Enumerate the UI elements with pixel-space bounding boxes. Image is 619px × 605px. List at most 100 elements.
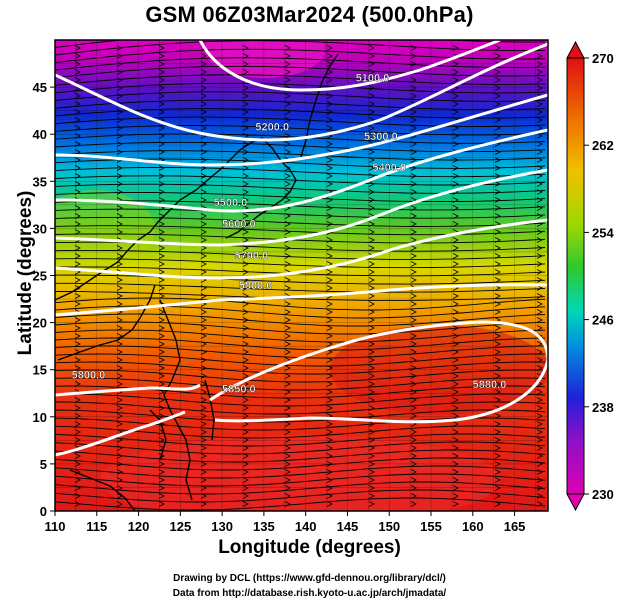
wind-arrowhead [200, 173, 207, 179]
streamline [55, 329, 546, 343]
wind-arrowhead [368, 485, 375, 491]
wind-arrowhead [284, 437, 291, 443]
wind-arrowhead [536, 325, 543, 331]
wind-arrowhead [536, 269, 543, 275]
wind-arrowhead [326, 181, 333, 187]
colorbar-tick-label: 238 [592, 400, 614, 415]
x-tick-label: 165 [504, 519, 526, 534]
streamline [55, 369, 546, 383]
streamline [55, 125, 546, 136]
wind-arrowhead [242, 301, 249, 307]
wind-arrowhead [494, 277, 501, 283]
wind-arrowhead [452, 341, 459, 347]
wind-arrowhead [74, 77, 81, 83]
x-tick-label: 110 [45, 519, 66, 534]
wind-arrowhead [410, 453, 417, 459]
wind-arrowhead [74, 469, 81, 475]
wind-arrowhead [200, 125, 207, 131]
wind-arrowhead [158, 165, 165, 171]
wind-arrowhead [494, 229, 501, 235]
streamline [55, 409, 546, 423]
wind-arrowhead [536, 69, 543, 75]
wind-arrowhead [158, 325, 165, 331]
wind-arrowhead [536, 109, 543, 115]
wind-arrowhead [452, 421, 459, 427]
wind-arrowhead [242, 101, 249, 107]
wind-arrowhead [158, 309, 165, 315]
wind-arrowhead [368, 293, 375, 299]
wind-arrowhead [284, 333, 291, 339]
streamline [55, 65, 546, 80]
wind-arrowhead [368, 205, 375, 211]
x-tick-label: 140 [295, 519, 317, 534]
streamline [55, 441, 546, 455]
wind-arrowhead [200, 229, 207, 235]
wind-arrowhead [452, 157, 459, 163]
wind-arrowhead [158, 341, 165, 347]
wind-arrowhead [326, 405, 333, 411]
wind-arrowhead [242, 413, 249, 419]
wind-arrowhead [242, 437, 249, 443]
wind-arrowhead [158, 109, 165, 115]
wind-arrowhead [200, 261, 207, 267]
wind-arrowhead [368, 277, 375, 283]
wind-arrowhead [116, 469, 123, 475]
wind-arrowhead [494, 325, 501, 331]
wind-arrowhead [452, 397, 459, 403]
wind-arrowhead [284, 381, 291, 387]
wind-arrowhead [116, 85, 123, 91]
wind-arrowhead [116, 125, 123, 131]
wind-arrowhead [410, 125, 417, 131]
colorbar-tick-label: 246 [592, 313, 614, 328]
wind-arrowhead [116, 141, 123, 147]
wind-arrowhead [536, 141, 543, 147]
wind-arrowhead [326, 389, 333, 395]
wind-arrowhead [410, 397, 417, 403]
wind-arrowhead [158, 221, 165, 227]
wind-arrowhead [158, 189, 165, 195]
wind-arrowhead [452, 61, 459, 67]
wind-arrowhead [200, 77, 207, 83]
wind-arrowhead [410, 117, 417, 123]
wind-arrowhead [158, 501, 165, 507]
wind-arrowhead [200, 357, 207, 363]
wind-arrowhead [242, 309, 249, 315]
wind-arrowhead [452, 141, 459, 147]
wind-arrowhead [200, 317, 207, 323]
wind-arrowhead [242, 325, 249, 331]
wind-arrowhead [368, 197, 375, 203]
wind-arrowhead [74, 341, 81, 347]
wind-arrowhead [452, 213, 459, 219]
wind-arrowhead [452, 253, 459, 259]
wind-arrowhead [368, 453, 375, 459]
map-title: GSM 06Z03Mar2024 (500.0hPa) [145, 2, 474, 27]
wind-arrowhead [74, 453, 81, 459]
streamline [55, 192, 546, 203]
wind-arrowhead [326, 205, 333, 211]
wind-arrowhead [284, 493, 291, 499]
streamline [55, 91, 546, 104]
wind-arrowhead [284, 421, 291, 427]
wind-arrowhead [200, 437, 207, 443]
x-tick-label: 155 [420, 519, 442, 534]
wind-arrowhead [74, 293, 81, 299]
wind-arrowhead [368, 405, 375, 411]
x-tick-label: 145 [337, 519, 359, 534]
wind-arrowhead [494, 501, 501, 507]
contour-labels: 5100.0 5200.0 5300.0 5400.0 5500.0 5600.0 5700… [71, 73, 506, 396]
wind-arrowhead [536, 237, 543, 243]
wind-arrowhead [536, 309, 543, 315]
wind-arrowhead [368, 173, 375, 179]
wind-arrowhead [242, 253, 249, 259]
x-tick-label: 120 [128, 519, 150, 534]
wind-arrowhead [410, 61, 417, 67]
height-contours [55, 40, 548, 457]
wind-arrowhead [452, 357, 459, 363]
wind-arrowhead [326, 285, 333, 291]
wind-arrowhead [368, 69, 375, 75]
wind-arrowhead [494, 269, 501, 275]
wind-arrowhead [74, 357, 81, 363]
wind-arrowhead [116, 117, 123, 123]
streamline [55, 393, 546, 407]
